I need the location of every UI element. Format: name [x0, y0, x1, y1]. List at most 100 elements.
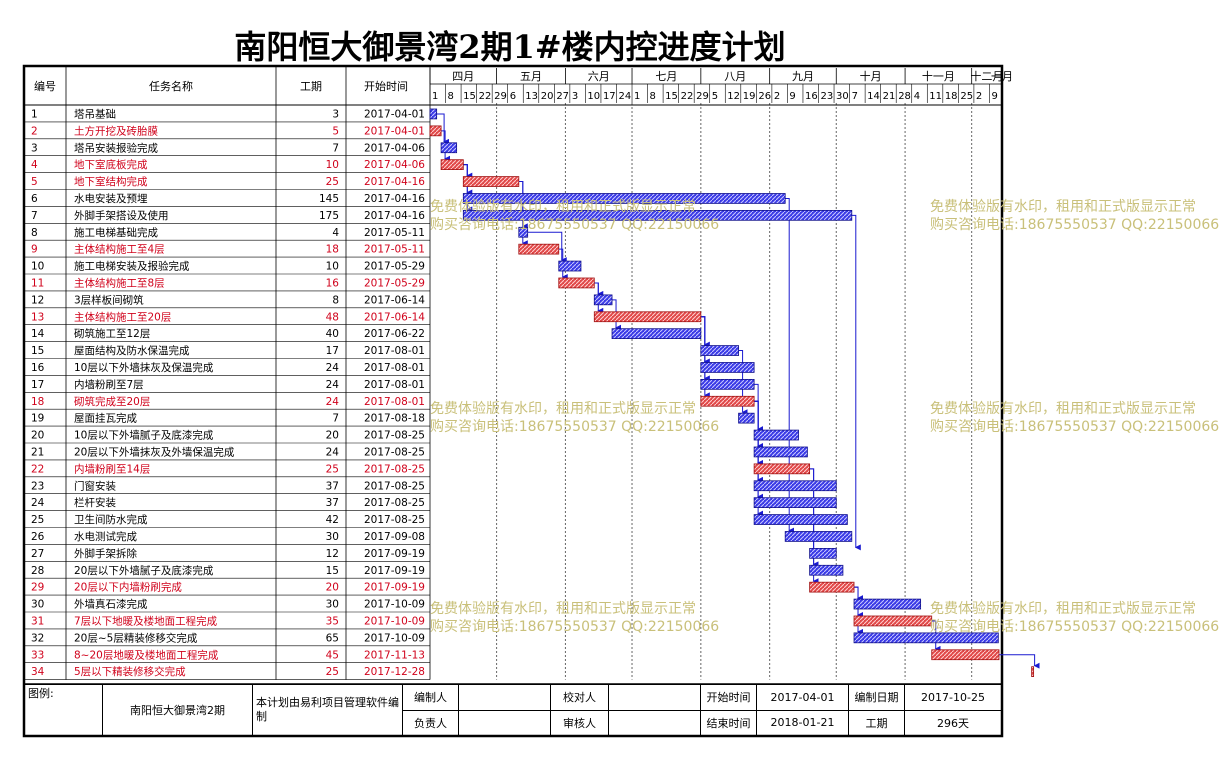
task-duration: 30 [326, 531, 339, 543]
task-no: 14 [31, 328, 45, 340]
dependency-arrow [999, 654, 1040, 669]
task-name: 外脚手架拆除 [74, 547, 137, 560]
task-duration: 45 [326, 649, 339, 661]
task-start: 2017-08-25 [364, 430, 425, 442]
page-title: 南阳恒大御景湾2期1#楼内控进度计划 [234, 28, 786, 66]
start-value: 2017-04-01 [756, 684, 849, 711]
task-duration: 3 [332, 109, 339, 121]
week-tick-label: 1 [634, 91, 640, 102]
owner-value [458, 709, 551, 736]
footer-table: 图例: 南阳恒大御景湾2期 本计划由易利项目管理软件编制 编制人 校对人 开始时… [24, 684, 1002, 736]
task-no: 3 [31, 142, 38, 154]
task-start: 2017-04-16 [364, 176, 425, 188]
task-no: 32 [31, 632, 44, 644]
task-duration: 4 [332, 227, 339, 239]
task-bar [931, 649, 1000, 661]
task-no: 13 [31, 311, 44, 323]
edit-date-value: 2017-10-25 [904, 684, 1002, 711]
task-start: 2017-04-16 [364, 210, 425, 222]
task-no: 17 [31, 379, 44, 391]
checker-label: 校对人 [550, 684, 609, 711]
editor-value [458, 684, 551, 711]
task-bar [700, 395, 755, 407]
task-no: 27 [31, 548, 44, 560]
task-bar [853, 632, 999, 644]
task-name: 内墙粉刷至7层 [74, 378, 144, 391]
task-duration: 7 [332, 142, 339, 154]
task-bar [753, 463, 811, 475]
week-tick-label: 20 [541, 91, 554, 102]
task-duration: 175 [319, 210, 339, 222]
checker-value [608, 684, 701, 711]
task-start: 2017-09-19 [364, 548, 425, 560]
week-tick-label: 29 [696, 91, 709, 102]
watermark: 免费体验版有水印，租用和正式版显示正常 购买咨询电话:18675550537 QQ… [930, 199, 1220, 233]
dependency-arrow [594, 282, 604, 297]
task-start: 2017-09-08 [364, 531, 425, 543]
week-tick-label: 22 [479, 91, 492, 102]
header-no: 编号 [34, 79, 56, 93]
task-no: 7 [31, 210, 38, 222]
task-no: 2 [31, 125, 38, 137]
dependency-arrow [738, 350, 748, 416]
task-name: 20层以下外墙抹灰及外墙保温完成 [74, 446, 235, 459]
task-bar [700, 345, 739, 356]
week-tick-label: 9 [789, 91, 795, 102]
week-tick-label: 3 [572, 91, 578, 102]
week-tick-label: 19 [743, 91, 756, 102]
task-no: 31 [31, 616, 44, 628]
task-start: 2017-08-25 [364, 514, 425, 526]
week-tick-label: 12 [727, 91, 740, 102]
month-label: 四月 [452, 70, 474, 83]
task-name: 主体结构施工至8层 [74, 277, 165, 290]
dependency-arrow [700, 316, 710, 348]
task-bar [700, 378, 755, 390]
task-no: 29 [31, 582, 44, 594]
task-start: 2017-04-06 [364, 159, 425, 171]
task-duration: 37 [326, 480, 339, 492]
header-start: 开始时间 [364, 79, 408, 93]
task-name: 内墙粉刷至14层 [74, 462, 150, 475]
task-duration: 8 [332, 294, 339, 306]
month-label: 七月 [655, 70, 677, 83]
task-no: 23 [31, 480, 44, 492]
task-no: 19 [31, 413, 44, 425]
task-bar [518, 243, 560, 255]
task-start: 2017-04-16 [364, 193, 425, 205]
week-tick-label: 17 [603, 91, 616, 102]
task-no: 5 [31, 176, 38, 188]
project-name: 南阳恒大御景湾2期 [102, 684, 253, 736]
task-no: 9 [31, 244, 38, 256]
week-tick-label: 15 [665, 91, 678, 102]
end-label: 结束时间 [700, 709, 757, 736]
task-start: 2017-08-25 [364, 447, 425, 459]
week-tick-label: 18 [945, 91, 958, 102]
task-bar [809, 581, 855, 593]
task-duration: 65 [326, 632, 339, 644]
task-name: 施工电梯基础完成 [74, 226, 158, 239]
week-tick-label: 2 [976, 91, 982, 102]
task-no: 30 [31, 599, 44, 611]
task-duration: 12 [326, 548, 339, 560]
task-start: 2017-08-01 [364, 362, 425, 374]
watermark: 免费体验版有水印，租用和正式版显示正常 购买咨询电话:18675550537 QQ… [430, 601, 720, 635]
task-duration: 10 [326, 159, 339, 171]
dependency-arrow [754, 383, 764, 433]
task-duration: 25 [326, 463, 339, 475]
month-label: 十月 [860, 69, 882, 83]
task-duration: 15 [326, 565, 339, 577]
task-start: 2017-04-01 [364, 125, 425, 137]
task-name: 20层~5层精装修移交完成 [74, 631, 198, 644]
task-no: 28 [31, 565, 44, 577]
task-no: 15 [31, 345, 44, 357]
task-start: 2017-09-19 [364, 582, 425, 594]
task-bar [558, 277, 595, 289]
week-tick-label: 30 [836, 91, 849, 102]
week-tick-label: 14 [867, 91, 880, 102]
task-no: 10 [31, 261, 44, 273]
task-bar [429, 125, 442, 137]
week-tick-label: 8 [650, 91, 656, 102]
task-name: 8~20层地暖及楼地面工程完成 [74, 648, 219, 661]
task-start: 2017-05-29 [364, 278, 425, 290]
watermark: 免费体验版有水印，租用和正式版显示正常 购买咨询电话:18675550537 QQ… [930, 401, 1220, 435]
